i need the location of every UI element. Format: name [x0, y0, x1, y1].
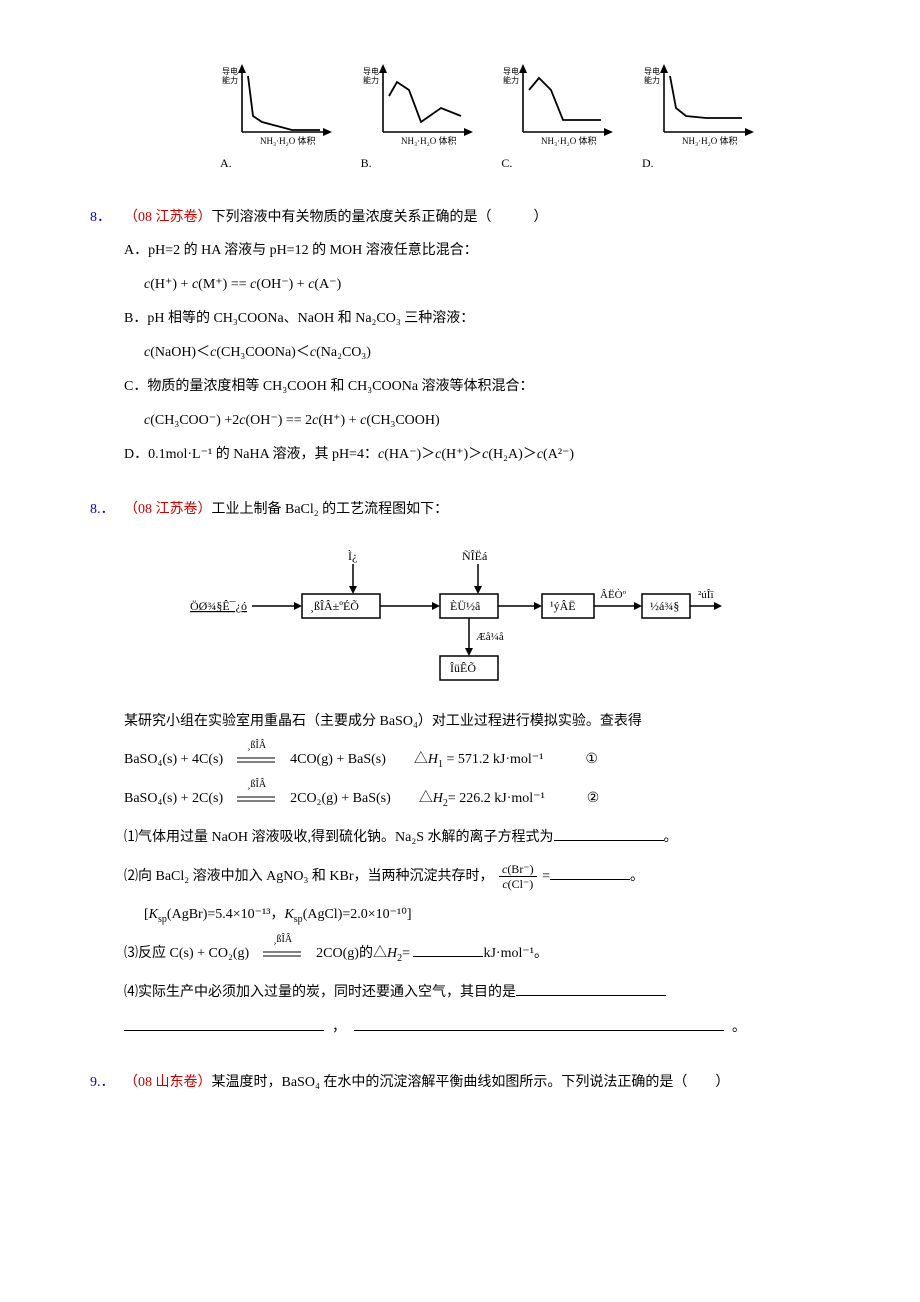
q8b-sub1: ⑴气体用过量 NaOH 溶液吸收,得到硫化钠。Na₂S 水解的离子方程式为。 [124, 824, 830, 852]
flow-out-right: ²úÎï [698, 589, 714, 601]
svg-text:NH₃·H₂O 体积: NH₃·H₂O 体积 [682, 135, 738, 146]
q8b-reaction2: BaSO₄(s) + 2C(s) ¸ßÎÂ 2CO₂(g) + BaS(s) △… [124, 785, 830, 814]
flow-box3: ¹ýÂË [550, 599, 576, 613]
flow-in-left: ÖØ¾§Ê¯¿ó [190, 599, 247, 613]
chart-A: 导电 能力 NH₃·H₂O 体积 A. [220, 60, 338, 175]
q8b-sub4: ⑷实际生产中必须加入过量的炭，同时还要通入空气，其目的是 [124, 979, 830, 1007]
chart-B: 导电 能力 NH₃·H₂O 体积 B. [361, 60, 479, 175]
chart-A-ylabel: 导电 [222, 66, 238, 76]
chart-label-C: C. [501, 152, 512, 175]
q8b-source: （08 江苏卷） [124, 502, 212, 517]
chart-C: 导电 能力 NH₃·H₂O 体积 C. [501, 60, 619, 175]
q8a-B-line2: c(NaOH)＜c(CH₃COONa)＜c(Na₂CO₃) [124, 339, 830, 367]
flow-box-bottom: ÎüÊÕ [450, 661, 476, 675]
q8a-options: A．pH=2 的 HA 溶液与 pH=12 的 MOH 溶液任意比混合： c(H… [90, 237, 830, 469]
svg-text:能力: 能力 [644, 75, 660, 85]
chart-D-svg: 导电 能力 NH₃·H₂O 体积 [642, 60, 760, 150]
q8a-source: （08 江苏卷） [124, 210, 212, 225]
option-charts-row: 导电 能力 NH₃·H₂O 体积 A. 导电 能力 NH₃·H₂O 体积 B. … [90, 40, 830, 185]
question-8b: 8.． （08 江苏卷）工业上制备 BaCl₂ 的工艺流程图如下： Ì¿ ÑÎË… [90, 497, 830, 1041]
question-9: 9.． （08 山东卷）某温度时，BaSO₄ 在水中的沉淀溶解平衡曲线如图所示。… [90, 1070, 830, 1097]
q8b-number: 8.． [90, 497, 124, 524]
svg-text:NH₃·H₂O 体积: NH₃·H₂O 体积 [401, 135, 457, 146]
q8b-reaction1: BaSO₄(s) + 4C(s) ¸ßÎÂ 4CO(g) + BaS(s) △H… [124, 746, 830, 775]
flow-box4: ½á¾§ [650, 599, 679, 613]
q8b-sub3: ⑶反应 C(s) + CO₂(g) ¸ßÎÂ 2CO(g)的△H2= kJ·mo… [124, 940, 830, 969]
svg-text:能力: 能力 [363, 75, 379, 85]
q8a-B-line1: B．pH 相等的 CH₃COONa、NaOH 和 Na₂CO₃ 三种溶液： [124, 305, 830, 333]
svg-text:导电: 导电 [503, 66, 519, 76]
flow-in-top2: ÑÎËá [462, 549, 488, 563]
q9-stem: 某温度时，BaSO₄ 在水中的沉淀溶解平衡曲线如图所示。下列说法正确的是（ ） [212, 1075, 730, 1090]
q8b-p1: 某研究小组在实验室用重晶石（主要成分 BaSO₄）对工业过程进行模拟实验。查表得 [124, 708, 830, 736]
q8b-sub2-ksp: [Ksp(AgBr)=5.4×10⁻¹³，Ksp(AgCl)=2.0×10⁻¹⁰… [124, 901, 830, 930]
chart-label-B: B. [361, 152, 372, 175]
q8a-C-line2: c(CH₃COO⁻) +2c(OH⁻) == 2c(H⁺) + c(CH₃COO… [124, 407, 830, 435]
flow-diagram: Ì¿ ÑÎËá ÖØ¾§Ê¯¿ó ¸ßÎÂ±ºÉÕ ÈÜ½â ¹ýÂË ÂËÒº [90, 546, 830, 686]
q8a-stem: 下列溶液中有关物质的量浓度关系正确的是（ ） [212, 210, 548, 225]
chart-A-svg: 导电 能力 NH₃·H₂O 体积 [220, 60, 338, 150]
svg-text:能力: 能力 [222, 75, 238, 85]
svg-text:NH₃·H₂O 体积: NH₃·H₂O 体积 [541, 135, 597, 146]
chart-D: 导电 能力 NH₃·H₂O 体积 D. [642, 60, 760, 175]
question-8a: 8． （08 江苏卷）下列溶液中有关物质的量浓度关系正确的是（ ） A．pH=2… [90, 205, 830, 470]
flow-box2: ÈÜ½â [450, 599, 481, 613]
chart-label-A: A. [220, 152, 232, 175]
q9-number: 9.． [90, 1070, 124, 1097]
flow-in-top1: Ì¿ [348, 549, 357, 563]
q8b-sub2: ⑵向 BaCl₂ 溶液中加入 AgNO₃ 和 KBr，当两种沉淀共存时， c(B… [124, 862, 830, 892]
q9-source: （08 山东卷） [124, 1075, 212, 1090]
q8b-sub4-cont: ， 。 [124, 1015, 830, 1042]
flow-out-down: Æå¼å [476, 631, 504, 643]
chart-A-xlabel: NH₃·H₂O 体积 [260, 135, 316, 146]
q8b-stem: 工业上制备 BaCl₂ 的工艺流程图如下： [212, 502, 449, 517]
q8a-A-line2: c(H⁺) + c(M⁺) == c(OH⁻) + c(A⁻) [124, 271, 830, 299]
flow-out-mid: ÂËÒº [600, 589, 627, 601]
svg-text:能力: 能力 [503, 75, 519, 85]
svg-text:导电: 导电 [363, 66, 379, 76]
q8b-body: 某研究小组在实验室用重晶石（主要成分 BaSO₄）对工业过程进行模拟实验。查表得… [90, 708, 830, 1042]
svg-text:导电: 导电 [644, 66, 660, 76]
chart-label-D: D. [642, 152, 654, 175]
flow-box1: ¸ßÎÂ±ºÉÕ [310, 599, 359, 613]
q8a-C-line1: C．物质的量浓度相等 CH₃COOH 和 CH₃COONa 溶液等体积混合： [124, 373, 830, 401]
q8a-A-line1: A．pH=2 的 HA 溶液与 pH=12 的 MOH 溶液任意比混合： [124, 237, 830, 265]
q8a-number: 8． [90, 205, 124, 232]
chart-B-svg: 导电 能力 NH₃·H₂O 体积 [361, 60, 479, 150]
chart-C-svg: 导电 能力 NH₃·H₂O 体积 [501, 60, 619, 150]
q8a-D-line1: D．0.1mol·L⁻¹ 的 NaHA 溶液，其 pH=4：c(HA⁻)＞c(H… [124, 441, 830, 469]
